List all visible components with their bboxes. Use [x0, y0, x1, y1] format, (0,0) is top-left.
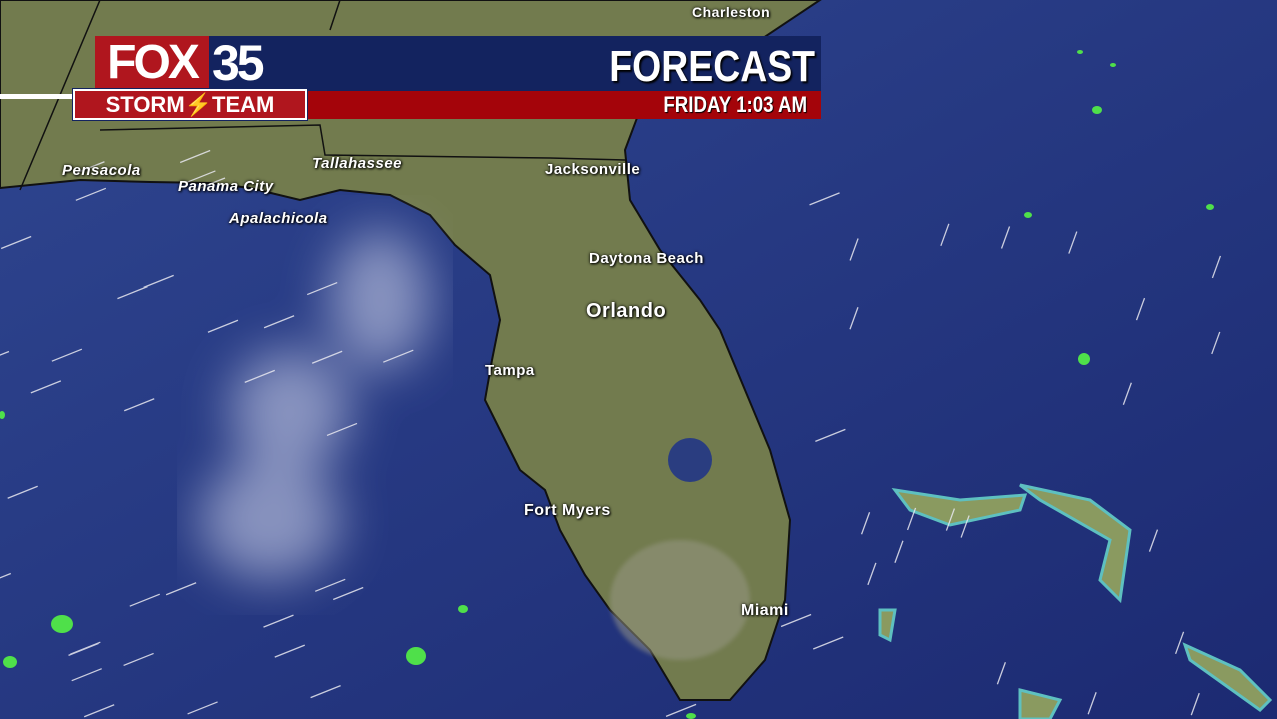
wind-arrow: [165, 582, 197, 596]
city-label-tampa: Tampa: [485, 362, 535, 379]
wind-arrow: [83, 704, 115, 718]
everglades: [610, 540, 750, 660]
wind-arrow: [0, 572, 12, 579]
page-title: FORECAST: [609, 42, 815, 91]
wind-arrow: [306, 281, 338, 296]
city-label-panama-city: Panama City: [178, 178, 274, 195]
wind-arrow: [665, 703, 697, 717]
state-border: [99, 124, 626, 161]
wind-arrow: [310, 684, 341, 699]
wind-arrow: [812, 636, 844, 650]
wind-arrow: [1135, 297, 1146, 321]
wind-arrow: [207, 319, 239, 333]
wind-arrow: [311, 350, 343, 364]
wind-arrow: [849, 307, 859, 330]
wind-arrow: [1087, 692, 1097, 715]
city-label-charleston: Charleston: [692, 4, 771, 20]
wind-arrow: [187, 701, 218, 715]
wind-arrow: [326, 422, 358, 437]
wind-arrow: [780, 613, 812, 628]
wind-arrow: [179, 149, 211, 164]
wind-arrow: [894, 540, 904, 563]
fox-logo: FOX: [95, 36, 209, 90]
wind-arrow: [123, 398, 155, 412]
wind-arrow: [809, 192, 840, 206]
wind-arrow: [263, 614, 294, 628]
wind-arrow: [867, 562, 877, 586]
wind-arrow: [1211, 255, 1222, 279]
radar-echoes: [0, 50, 1214, 719]
channel-number: 35: [212, 35, 265, 91]
wind-arrow: [314, 578, 346, 592]
city-label-miami: Miami: [741, 602, 789, 619]
wind-arrow: [71, 668, 102, 682]
wind-arrow: [332, 586, 364, 601]
wind-arrow: [1122, 382, 1132, 406]
wind-arrow: [906, 507, 917, 531]
wind-arrow: [244, 369, 275, 383]
wind-arrow: [7, 485, 38, 499]
city-label-daytona-beach: Daytona Beach: [589, 250, 704, 267]
wind-arrow: [383, 349, 414, 363]
header-red-bar: [305, 91, 821, 119]
bahamas: [878, 483, 1273, 719]
wind-arrow: [117, 286, 148, 300]
storm-team-logo: STORM⚡TEAM: [72, 88, 308, 121]
wind-arrow: [263, 315, 295, 329]
wind-arrow: [1000, 226, 1011, 249]
wind-arrow: [75, 187, 107, 201]
city-label-orlando: Orlando: [586, 300, 667, 322]
divider-line: [0, 94, 74, 99]
wind-arrow: [945, 508, 956, 531]
wind-arrow: [123, 652, 154, 667]
city-label-jacksonville: Jacksonville: [545, 161, 641, 178]
city-label-tallahassee: Tallahassee: [312, 155, 402, 172]
wind-arrow: [960, 515, 970, 538]
wind-arrow: [143, 274, 174, 288]
wind-arrow: [860, 512, 871, 535]
wind-arrow: [30, 380, 62, 394]
city-label-apalachicola: Apalachicola: [229, 210, 328, 227]
wind-arrows: [0, 149, 1222, 718]
wind-arrow: [1190, 692, 1200, 716]
wind-arrow: [1174, 631, 1185, 655]
wind-arrow: [940, 223, 950, 247]
clouds: [200, 230, 430, 580]
wind-arrow: [194, 177, 226, 191]
wind-arrow: [0, 235, 32, 250]
wind-arrow: [68, 642, 99, 657]
wind-arrow: [1211, 331, 1221, 355]
wind-arrow: [74, 161, 105, 175]
lake-okeechobee: [668, 438, 712, 482]
wind-arrow: [129, 593, 160, 607]
wind-arrow: [849, 238, 859, 261]
wind-arrow: [0, 350, 10, 356]
wind-arrow: [51, 348, 83, 362]
wind-arrow: [1068, 231, 1078, 254]
wind-arrow: [996, 662, 1006, 685]
city-label-pensacola: Pensacola: [62, 162, 141, 179]
header-blue-bar: [95, 36, 821, 92]
wind-arrow: [1148, 529, 1159, 552]
wind-arrow: [815, 428, 846, 442]
wind-arrow: [274, 644, 305, 658]
city-label-fort-myers: Fort Myers: [524, 502, 611, 519]
wind-arrow: [185, 170, 216, 184]
forecast-time: FRIDAY 1:03 AM: [663, 92, 807, 117]
